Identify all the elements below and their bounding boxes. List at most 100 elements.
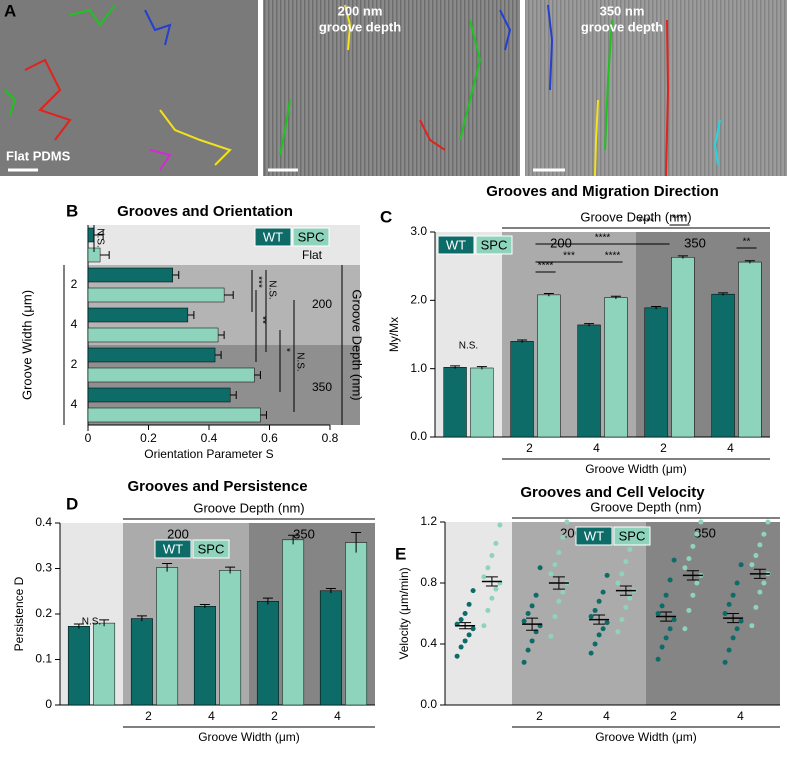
y-axis-label: Persistence D [12, 576, 26, 651]
data-point [552, 614, 558, 620]
x-tick-label: 2 [660, 441, 667, 455]
significance: N.S. [294, 352, 305, 371]
depth-label: Flat [302, 248, 323, 262]
legend-swatch [475, 235, 513, 255]
error-bar [136, 615, 147, 622]
data-point [734, 626, 740, 632]
legend-swatch [254, 227, 292, 247]
legend-label: SPC [298, 229, 325, 244]
image-label: 350 nm [600, 3, 645, 18]
micrographs [0, 0, 787, 177]
x-tick-label: 4 [208, 709, 215, 723]
data-point [722, 611, 728, 616]
y-tick-label: 0.4 [35, 515, 52, 529]
region-200 [512, 522, 646, 705]
depth-label: 350 [293, 526, 315, 541]
data-point [604, 572, 610, 578]
bar [87, 347, 216, 363]
depth-label: 200 [550, 235, 572, 250]
image-label: Flat PDMS [6, 148, 71, 163]
x-axis-label: Groove Width (μm) [585, 462, 687, 476]
data-point [537, 565, 543, 571]
depth-label: 350 [694, 525, 716, 540]
panel-label: E [395, 544, 406, 563]
x-tick-label: 0 [85, 431, 92, 445]
error-bar [172, 271, 180, 279]
data-point [470, 588, 476, 594]
data-point [600, 626, 606, 632]
bar [87, 407, 261, 423]
y-tick-label: 4 [71, 317, 78, 331]
data-point [655, 656, 661, 662]
data-point [481, 623, 487, 629]
depth-axis-label: Groove Depth (nm) [590, 499, 701, 514]
data-point [497, 522, 503, 528]
legend-swatch [575, 526, 613, 546]
chart-title: Grooves and Orientation [117, 203, 293, 220]
data-point [481, 574, 487, 580]
data-point [619, 571, 625, 577]
data-point [493, 540, 499, 546]
bar [510, 341, 534, 438]
data-point [627, 546, 633, 552]
data-point [588, 614, 594, 620]
data-point [592, 607, 598, 613]
error-bar [73, 623, 84, 629]
error-bar [225, 566, 236, 574]
bar [87, 307, 189, 323]
data-point [694, 580, 700, 586]
x-tick-label: 4 [727, 441, 734, 455]
data-point [596, 598, 602, 604]
y-tick-label: 0 [45, 697, 52, 711]
data-point [698, 519, 704, 525]
bar [537, 294, 561, 438]
error-bar [727, 613, 740, 624]
y-tick-label: 3.0 [410, 224, 427, 238]
data-point [686, 556, 692, 562]
bar [604, 297, 628, 438]
x-tick-label: 2 [536, 709, 543, 723]
significance: **** [605, 251, 621, 262]
bar [87, 367, 255, 383]
error-bar [260, 411, 267, 419]
data-point [525, 647, 531, 653]
significance: N.S. [266, 280, 277, 299]
y-tick-label: 0.1 [35, 652, 52, 666]
data-point [466, 632, 472, 638]
x-axis-label: Groove Width (μm) [595, 730, 697, 744]
y-tick-label: 1.0 [410, 361, 427, 375]
depth-label: 350 [684, 235, 706, 250]
error-bar [610, 295, 621, 299]
data-point [458, 644, 464, 650]
panel-label: B [66, 201, 78, 220]
data-point [560, 534, 566, 540]
bar [93, 622, 116, 706]
bar [87, 227, 95, 243]
significance: * [280, 348, 291, 352]
error-bar [485, 576, 498, 587]
bar [738, 261, 762, 438]
x-tick-label: 2 [271, 709, 278, 723]
error-bar [686, 570, 699, 581]
data-point [533, 592, 539, 598]
bar [130, 618, 153, 706]
error-bar [288, 534, 299, 545]
data-point [682, 626, 688, 632]
error-bar [593, 614, 606, 625]
y-tick-label: 2 [71, 357, 78, 371]
data-point [485, 607, 491, 613]
panel-label: C [380, 207, 392, 226]
legend-label: SPC [198, 541, 225, 556]
bar [219, 570, 242, 706]
error-bar [100, 251, 110, 259]
data-point [627, 595, 633, 601]
data-point [667, 626, 673, 632]
panel-label: A [4, 1, 16, 20]
data-point [726, 647, 732, 653]
bar [711, 293, 735, 438]
legend-label: WT [163, 541, 183, 556]
data-point [592, 641, 598, 647]
significance: N.S. [94, 228, 105, 247]
data-point [615, 629, 621, 635]
